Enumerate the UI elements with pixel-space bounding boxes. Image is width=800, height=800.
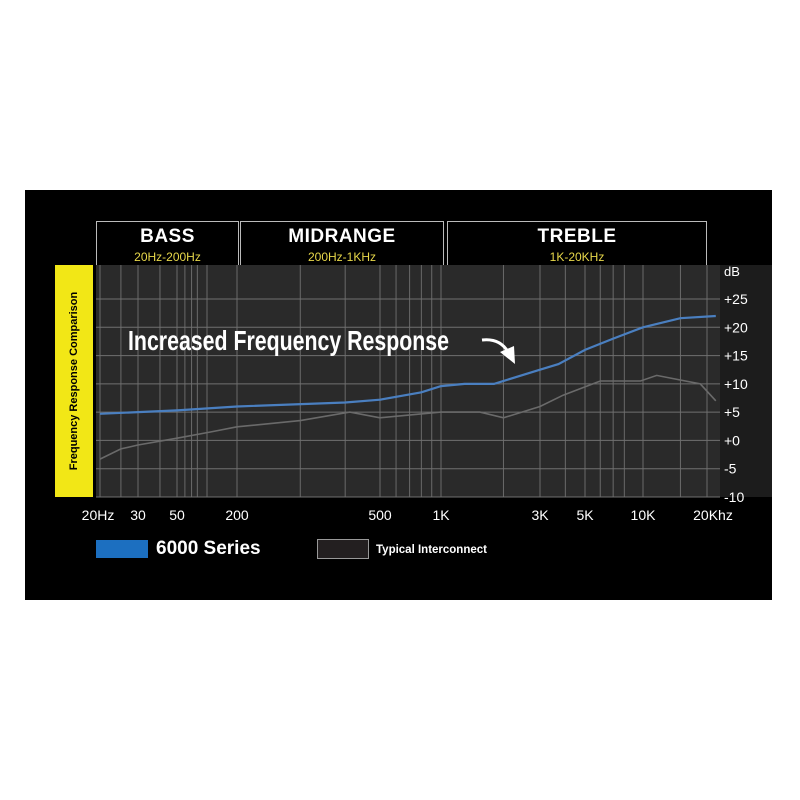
band-title: BASS xyxy=(140,226,195,247)
y-tick-label: +15 xyxy=(724,348,748,364)
annotation-text: Increased Frequency Response xyxy=(128,327,449,357)
band-range: 20Hz-200Hz xyxy=(134,250,201,264)
y-tick-label: -5 xyxy=(724,461,737,477)
band-range: 1K-20KHz xyxy=(549,250,605,264)
y-tick-label: +5 xyxy=(724,404,740,420)
y-unit-label: dB xyxy=(724,264,740,279)
x-tick-label: 10K xyxy=(630,507,656,523)
legend-label-6000-series: 6000 Series xyxy=(156,538,261,559)
band-title: TREBLE xyxy=(537,226,617,247)
series-line-6000-series xyxy=(99,314,716,415)
legend-label-typical-interconnect: Typical Interconnect xyxy=(376,544,487,556)
x-tick-label: 20Khz xyxy=(693,507,733,523)
band-title: MIDRANGE xyxy=(288,226,396,247)
legend-swatch-typical-interconnect xyxy=(317,539,369,559)
x-tick-label: 50 xyxy=(169,507,185,523)
x-tick-label: 1K xyxy=(432,507,450,523)
y-axis-label: Frequency Response Comparison xyxy=(55,265,93,497)
y-axis-strip xyxy=(720,265,772,497)
band-midrange: MIDRANGE 200Hz-1KHz xyxy=(240,221,444,266)
band-treble: TREBLE 1K-20KHz xyxy=(447,221,707,266)
x-tick-label: 200 xyxy=(225,507,249,523)
band-bass: BASS 20Hz-200Hz xyxy=(96,221,239,266)
annotation-arrow-head-icon xyxy=(500,346,515,364)
y-tick-label: +20 xyxy=(724,319,748,335)
y-tick-label: -10 xyxy=(724,489,744,505)
x-tick-label: 3K xyxy=(531,507,549,523)
x-tick-label: 30 xyxy=(130,507,146,523)
y-tick-label: +0 xyxy=(724,432,740,448)
x-tick-label: 20Hz xyxy=(81,507,115,523)
y-tick-label: +25 xyxy=(724,291,748,307)
x-tick-label: 500 xyxy=(368,507,392,523)
y-tick-label: +10 xyxy=(724,376,748,392)
x-tick-label: 5K xyxy=(576,507,594,523)
band-range: 200Hz-1KHz xyxy=(307,250,377,264)
legend-swatch-6000-series xyxy=(96,540,148,558)
